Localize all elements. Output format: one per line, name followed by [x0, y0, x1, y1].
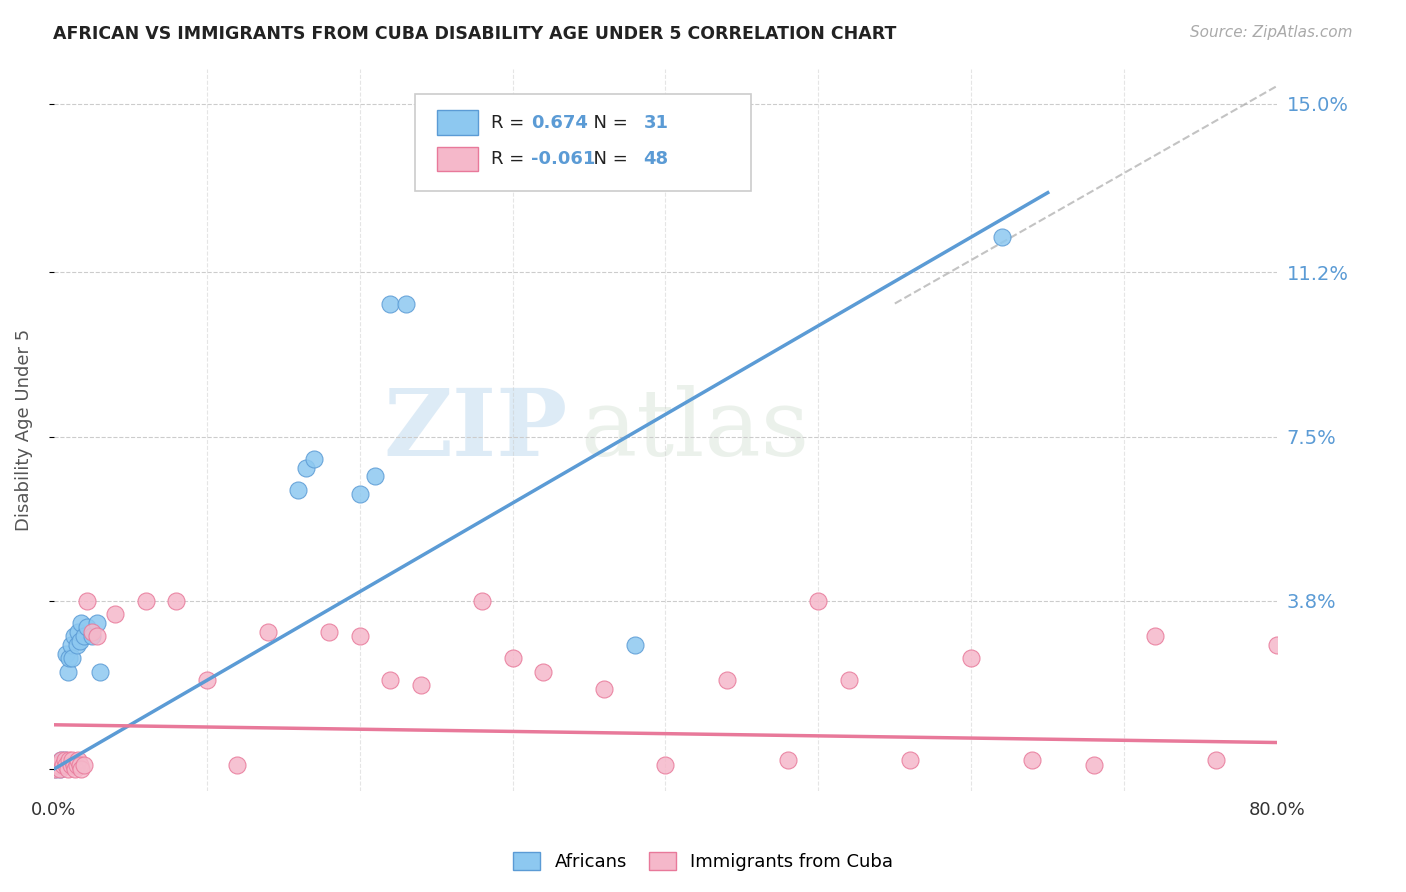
Point — [48, 757, 70, 772]
Point — [654, 757, 676, 772]
Point — [349, 629, 371, 643]
Point — [531, 665, 554, 679]
Point — [1205, 753, 1227, 767]
Point — [70, 615, 93, 630]
Point — [52, 757, 75, 772]
Point — [471, 593, 494, 607]
Text: -0.061: -0.061 — [531, 150, 595, 168]
Point — [257, 624, 280, 639]
Point — [53, 753, 76, 767]
Point — [62, 757, 84, 772]
Point — [318, 624, 340, 639]
Point — [1083, 757, 1105, 772]
Point — [44, 762, 66, 776]
FancyBboxPatch shape — [415, 94, 751, 192]
Point — [53, 753, 76, 767]
Text: atlas: atlas — [579, 385, 808, 475]
Point — [165, 593, 187, 607]
Text: ZIP: ZIP — [384, 385, 568, 475]
Point — [62, 629, 84, 643]
Point — [76, 593, 98, 607]
Point — [49, 762, 72, 776]
Point — [349, 487, 371, 501]
Text: N =: N = — [582, 150, 634, 168]
Point — [60, 753, 83, 767]
Point — [45, 757, 67, 772]
Point — [195, 673, 218, 688]
Point — [58, 651, 80, 665]
Point — [66, 757, 89, 772]
Point — [380, 296, 402, 310]
Point — [73, 757, 96, 772]
Point — [52, 757, 75, 772]
FancyBboxPatch shape — [437, 146, 478, 171]
Point — [56, 762, 79, 776]
Point — [70, 762, 93, 776]
Point — [80, 624, 103, 639]
Point — [409, 678, 432, 692]
Point — [1143, 629, 1166, 643]
Point — [1021, 753, 1043, 767]
Point — [73, 629, 96, 643]
Point — [302, 451, 325, 466]
Text: 48: 48 — [644, 150, 669, 168]
Point — [45, 757, 67, 772]
Point — [624, 638, 647, 652]
Point — [135, 593, 157, 607]
Text: 31: 31 — [644, 113, 668, 132]
Point — [776, 753, 799, 767]
Point — [104, 607, 127, 621]
Point — [66, 638, 89, 652]
Point — [838, 673, 860, 688]
Text: R =: R = — [491, 150, 530, 168]
Point — [44, 762, 66, 776]
Point — [593, 682, 616, 697]
Point — [716, 673, 738, 688]
Point — [295, 460, 318, 475]
Text: N =: N = — [582, 113, 634, 132]
Point — [59, 757, 82, 772]
Point — [226, 757, 249, 772]
Point — [991, 230, 1014, 244]
Text: 0.674: 0.674 — [531, 113, 588, 132]
Point — [502, 651, 524, 665]
Point — [80, 629, 103, 643]
Y-axis label: Disability Age Under 5: Disability Age Under 5 — [15, 329, 32, 531]
Point — [380, 673, 402, 688]
Point — [55, 647, 77, 661]
Text: R =: R = — [491, 113, 530, 132]
Point — [76, 620, 98, 634]
Point — [58, 753, 80, 767]
Point — [86, 629, 108, 643]
Text: AFRICAN VS IMMIGRANTS FROM CUBA DISABILITY AGE UNDER 5 CORRELATION CHART: AFRICAN VS IMMIGRANTS FROM CUBA DISABILI… — [53, 25, 897, 43]
Point — [67, 753, 90, 767]
Point — [69, 633, 91, 648]
Point — [48, 757, 70, 772]
FancyBboxPatch shape — [437, 111, 478, 135]
Point — [1265, 638, 1288, 652]
Point — [51, 753, 73, 767]
Text: Source: ZipAtlas.com: Source: ZipAtlas.com — [1189, 25, 1353, 40]
Point — [49, 762, 72, 776]
Point — [60, 651, 83, 665]
Point — [364, 469, 387, 483]
Point — [807, 593, 830, 607]
Point — [65, 762, 87, 776]
Point — [898, 753, 921, 767]
Point — [67, 624, 90, 639]
Point — [394, 296, 416, 310]
Point — [89, 665, 111, 679]
Point — [51, 753, 73, 767]
Point — [56, 665, 79, 679]
Point — [55, 757, 77, 772]
Point — [287, 483, 309, 497]
Legend: Africans, Immigrants from Cuba: Africans, Immigrants from Cuba — [506, 845, 900, 879]
Point — [69, 757, 91, 772]
Point — [86, 615, 108, 630]
Point — [960, 651, 983, 665]
Point — [59, 638, 82, 652]
